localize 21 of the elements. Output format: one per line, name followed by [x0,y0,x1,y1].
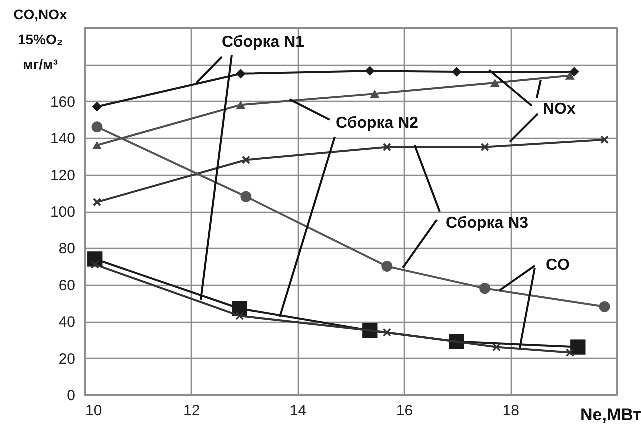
y-tick-label: 120 [50,167,76,184]
x-tick-label: 12 [184,402,200,420]
x-axis-title: Ne,МВт [580,406,641,424]
x-tick-label: 14 [290,402,307,420]
x-tick-label: 18 [502,402,520,420]
annotation: CO [546,257,570,274]
y-tick-label: 140 [50,130,76,148]
annotation: Сборка N1 [222,34,305,51]
annotation: Сборка N2 [336,115,419,132]
y-tick-label: 100 [50,204,76,221]
x-tick-label: 10 [86,402,102,420]
y-tick-label: 20 [58,350,76,368]
y-tick-label: 160 [50,94,76,111]
annotation: NOx [543,101,576,118]
y-tick-label: 80 [58,240,76,258]
annotation: Сборка N3 [446,215,529,232]
x-tick-label: 16 [396,402,414,420]
y-tick-label: 40 [58,314,76,332]
y-tick-label: 0 [67,388,76,404]
y-tick-label: 60 [58,277,76,294]
y-axis-title: CO,NOx 15%O₂ мг/м³ [14,6,68,72]
